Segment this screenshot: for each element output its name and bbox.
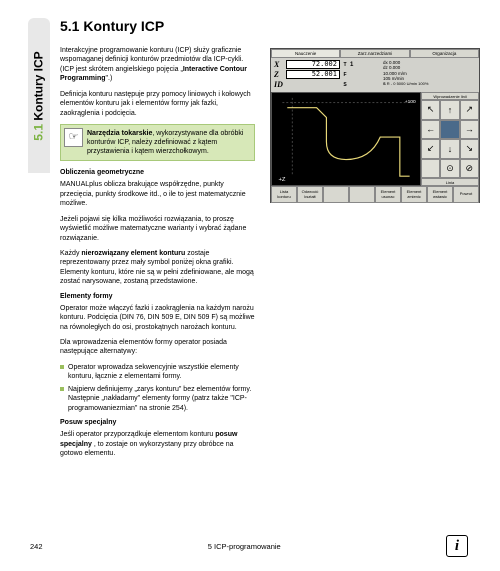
arrow-center[interactable] (440, 120, 459, 140)
dro-f-label: F (340, 72, 350, 78)
intro-p2: Definicja konturu następuje przy pomocy … (60, 90, 255, 118)
cnc-line-label: Linia (421, 178, 479, 186)
softkey-7[interactable]: Powrot (453, 186, 479, 203)
softkey-3[interactable] (349, 186, 375, 203)
dro-z-val: 52.001 (286, 70, 340, 79)
sec2-p1: Operator może włączyć fazki i zaokrąglen… (60, 304, 255, 332)
dro-x-label: X (274, 60, 286, 69)
softkey-1[interactable]: Odwrocić kształt (297, 186, 323, 203)
arrow-w[interactable]: ← (421, 120, 440, 140)
page: 5.1 Kontury ICP 5.1 Kontury ICP Interakc… (0, 0, 500, 571)
dro-id-label: ID (274, 80, 286, 89)
cnc-dro: X 72.002 T 1 Z 52.001 F ID (271, 58, 479, 92)
arrow-e[interactable]: → (460, 120, 479, 140)
callout-icon: ☞ (64, 128, 83, 147)
softkey-6[interactable]: Element wstawic (427, 186, 453, 203)
info-icon: i (446, 535, 468, 557)
callout-bold: Narzędzia tokarskie (87, 130, 152, 137)
sec3-p1: Jeśli operator przyporządkuje elementom … (60, 430, 255, 458)
subhead-posuw: Posuw specjalny (60, 419, 255, 426)
dro-s-label: S (340, 82, 350, 88)
cnc-softkeys: Lista konturu Odwrocić kształt Element u… (271, 186, 479, 203)
callout-box: ☞ Narzędzia tokarskie, wykorzystywane dl… (60, 124, 255, 161)
bullet-2: Najpierw definiujemy „zarys konturu" bez… (60, 385, 255, 413)
cnc-screenshot: Nauczenie Zarz.narzedziami Organizacja X… (270, 48, 480, 203)
side-tab: 5.1 Kontury ICP (28, 18, 50, 173)
subhead-formy: Elementy formy (60, 293, 255, 300)
footer-chapter: 5 ICP-programowanie (208, 542, 281, 551)
sec1-p3: Każdy nierozwiązany element konturu zost… (60, 249, 255, 287)
left-column: Interakcyjne programowanie konturu (ICP)… (60, 46, 255, 464)
dro-t-label: T (340, 62, 350, 68)
svg-text:+100: +100 (405, 99, 416, 105)
page-number: 242 (30, 542, 43, 551)
arrow-s[interactable]: ↓ (440, 139, 459, 159)
sec2-p2: Dla wprowadzenia elementów formy operato… (60, 338, 255, 357)
arrow-ext1[interactable] (421, 159, 440, 179)
intro-p1: Interakcyjne programowanie konturu (ICP)… (60, 46, 255, 84)
side-tab-title: Kontury ICP (32, 51, 46, 120)
softkey-4[interactable]: Element usunac (375, 186, 401, 203)
arrow-se[interactable]: ↘ (460, 139, 479, 159)
page-heading: 5.1 Kontury ICP (60, 18, 480, 34)
cnc-tab-0[interactable]: Nauczenie (271, 49, 340, 58)
cnc-arrow-title: Wprowadzenie linii (421, 92, 479, 100)
arrow-nw[interactable]: ↖ (421, 100, 440, 120)
softkey-5[interactable]: Element zmienic (401, 186, 427, 203)
cnc-tabs: Nauczenie Zarz.narzedziami Organizacja (271, 49, 479, 58)
subhead-geo: Obliczenia geometryczne (60, 169, 255, 176)
softkey-0[interactable]: Lista konturu (271, 186, 297, 203)
bullet-1: Operator wprowadza sekwencyjnie wszystki… (60, 363, 255, 382)
arrow-ne[interactable]: ↗ (460, 100, 479, 120)
dro-z-label: Z (274, 70, 286, 79)
content: 5.1 Kontury ICP Interakcyjne programowan… (60, 18, 480, 464)
arrow-arc-ccw[interactable]: ⊘ (460, 159, 479, 179)
cnc-canvas: +Z +100 (271, 92, 421, 186)
cnc-tab-1[interactable]: Zarz.narzedziami (340, 49, 409, 58)
cnc-tab-2[interactable]: Organizacja (410, 49, 479, 58)
side-tab-number: 5.1 (32, 124, 46, 141)
dro-x-val: 72.002 (286, 60, 340, 69)
dro-t-val: 1 (350, 62, 353, 68)
right-column: Nauczenie Zarz.narzedziami Organizacja X… (270, 48, 480, 203)
softkey-2[interactable] (323, 186, 349, 203)
arrow-n[interactable]: ↑ (440, 100, 459, 120)
arrow-arc-cw[interactable]: ⊙ (440, 159, 459, 179)
footer: 242 5 ICP-programowanie i (30, 535, 468, 557)
arrow-sw[interactable]: ↙ (421, 139, 440, 159)
sec1-p2: Jeżeli pojawi się kilka możliwości rozwi… (60, 215, 255, 243)
cnc-arrow-panel: Wprowadzenie linii ↖ ↑ ↗ ← → ↙ ↓ ↘ (421, 92, 479, 186)
svg-text:+Z: +Z (278, 177, 285, 183)
sec1-p1: MANUALplus oblicza brakujące współrzędne… (60, 180, 255, 208)
